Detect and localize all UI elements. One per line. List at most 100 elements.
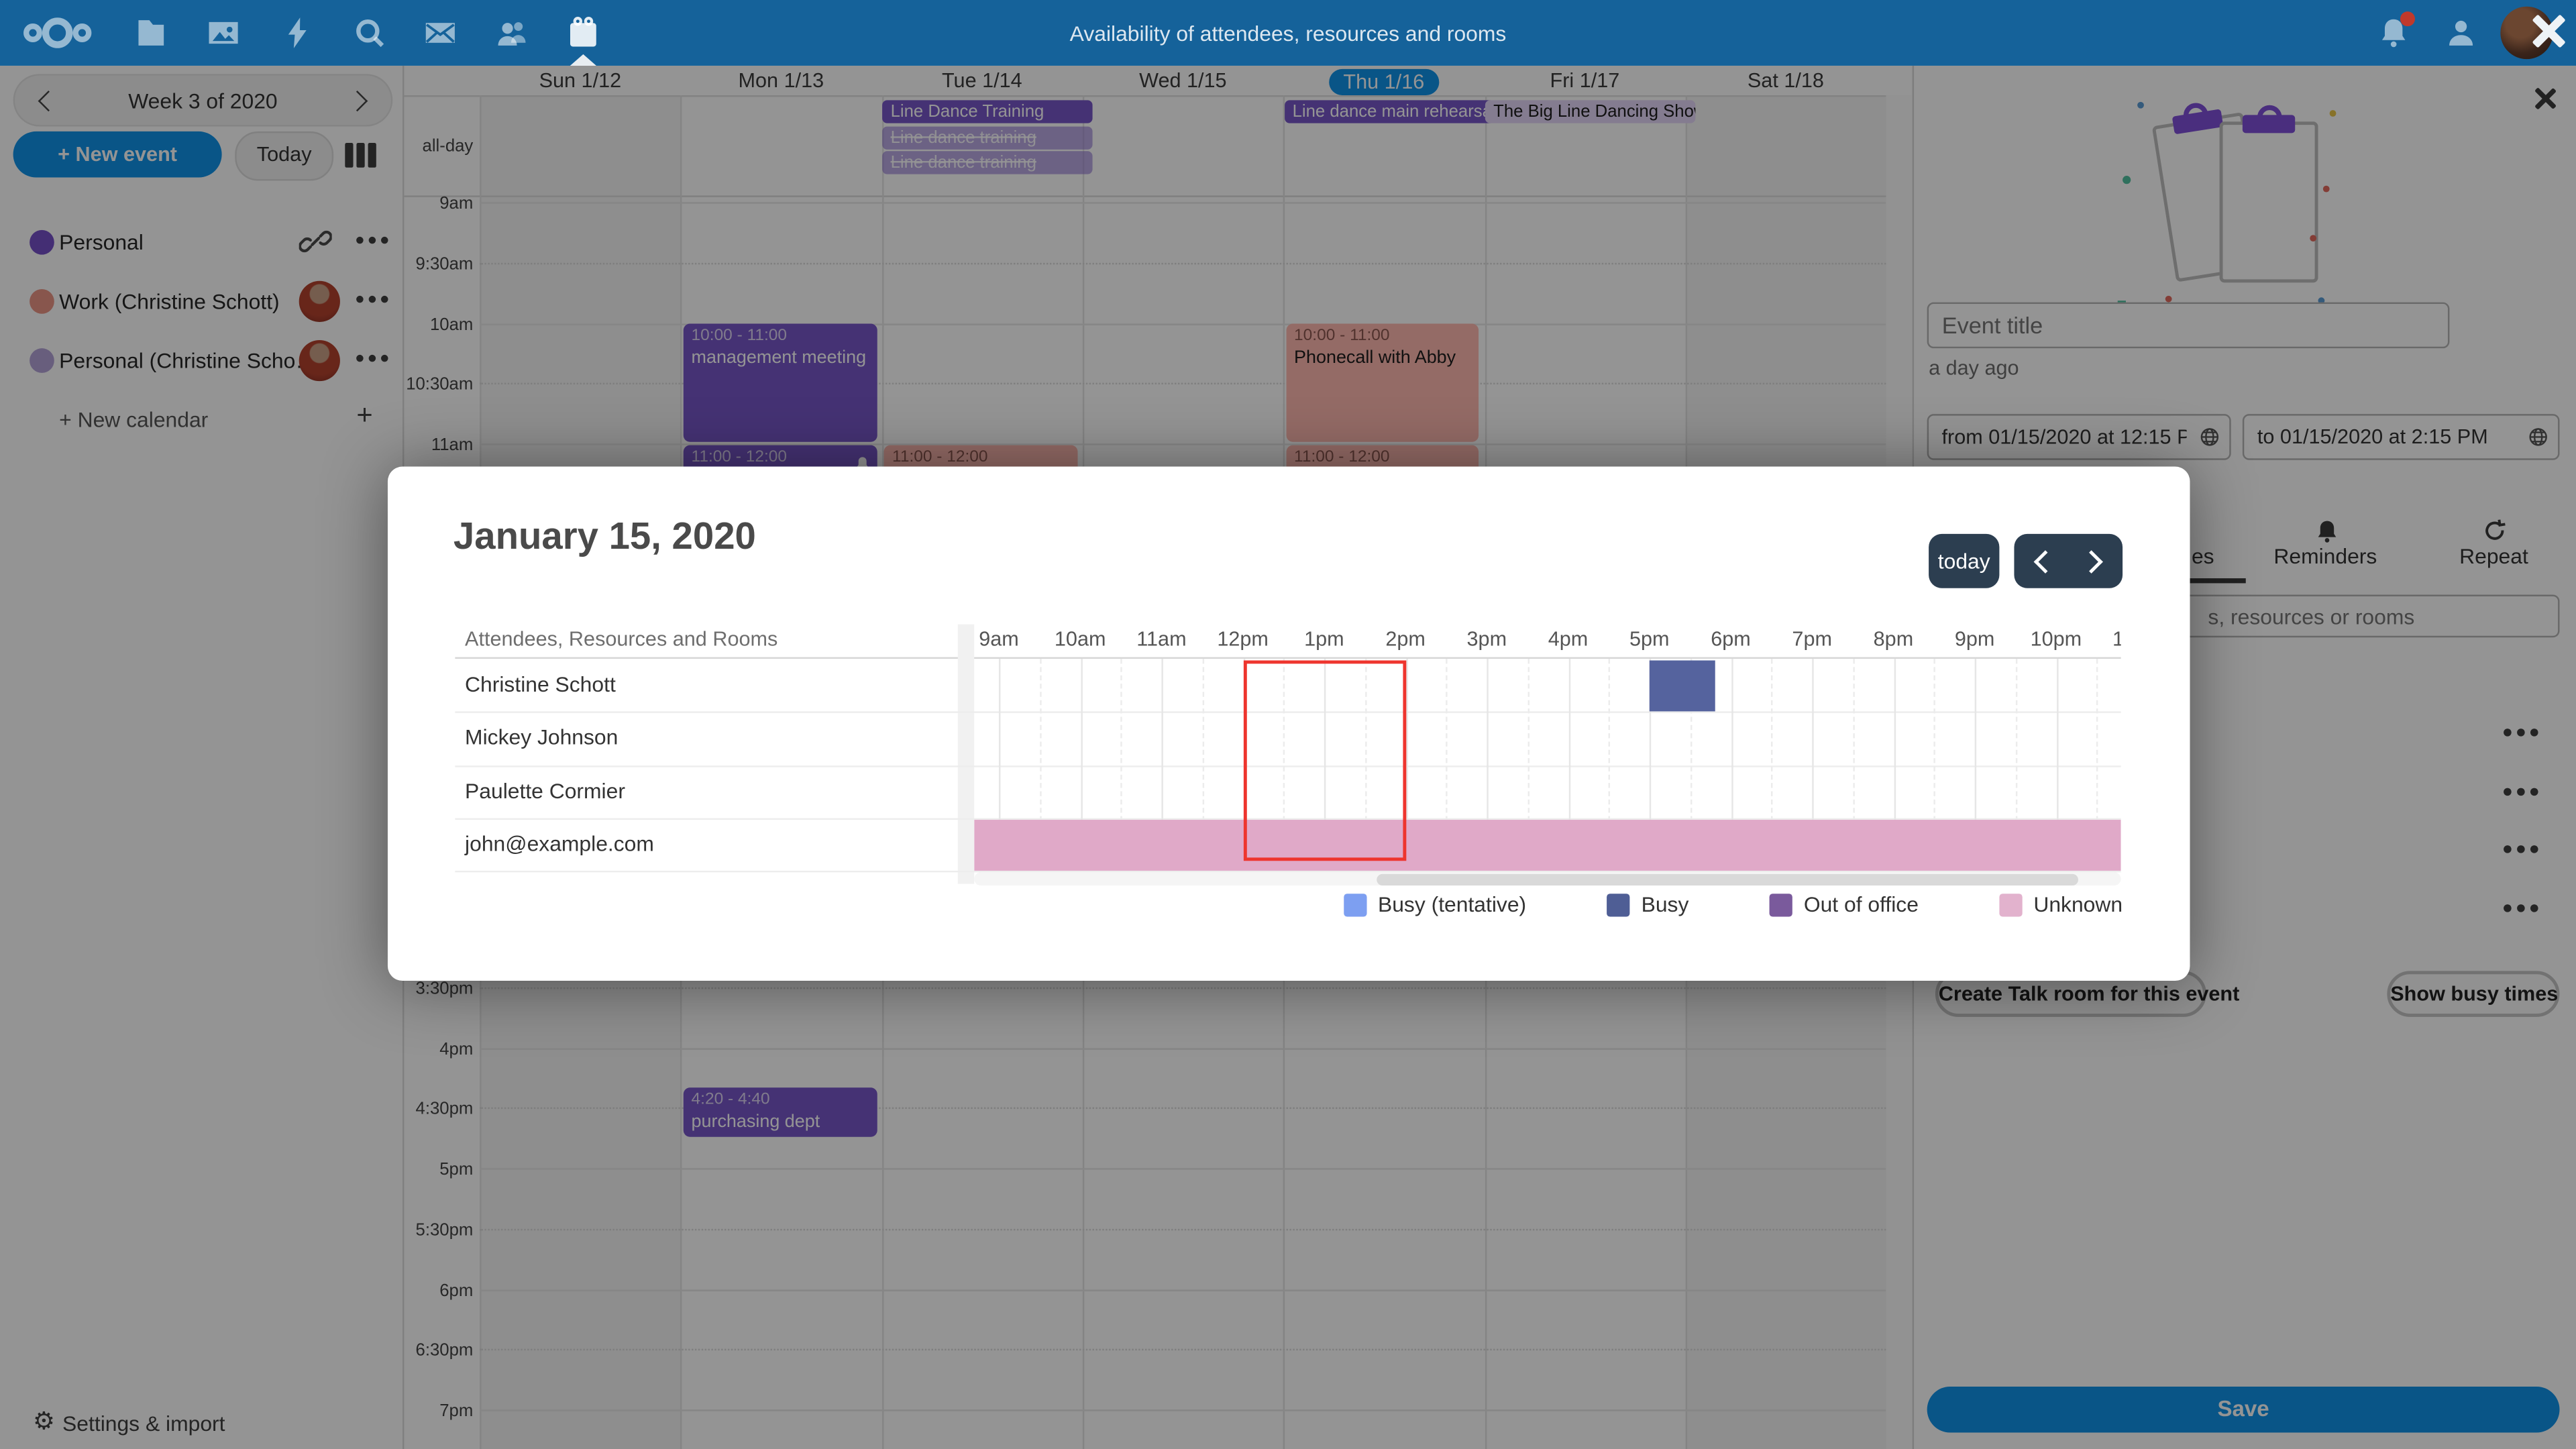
hour-line (1731, 659, 1733, 871)
calendar-list-item[interactable]: Work (Christine Schott) ●●● (0, 278, 402, 327)
hour-line (1405, 659, 1407, 871)
time-line (480, 1228, 1886, 1230)
repeat-icon (2481, 517, 2509, 545)
activity-app-icon[interactable] (279, 15, 315, 51)
day-header-sun[interactable]: Sun 1/12 (539, 68, 622, 93)
avatar-close-x-icon[interactable] (2527, 10, 2570, 53)
time-label: 7pm (439, 1401, 474, 1421)
new-event-button[interactable]: + New event (13, 131, 222, 178)
timeline-body[interactable] (974, 659, 2121, 871)
time-line (480, 1047, 1886, 1049)
event-time: 4:20 - 4:40 (691, 1091, 770, 1110)
hour-label: 5pm (1629, 627, 1670, 651)
nextcloud-logo-icon[interactable] (21, 15, 94, 51)
calendar-list-item[interactable]: Personal ●●● (0, 219, 402, 268)
all-day-event[interactable]: Line Dance Training (882, 100, 1093, 123)
page-title: Availability of attendees, resources and… (1069, 21, 1507, 46)
attendee-menu-icon[interactable]: ●●● (2502, 839, 2542, 859)
hour-line (1080, 659, 1082, 871)
attendee-search-input[interactable] (2163, 594, 2560, 638)
today-button[interactable]: Today (235, 131, 334, 181)
all-day-event[interactable]: Line dance training (882, 125, 1093, 149)
row-separator (455, 817, 2121, 820)
calendar-list-item[interactable]: Personal (Christine Scho…) ●●● (0, 337, 402, 386)
legend-label: Out of office (1803, 892, 1919, 917)
contacts-menu-icon[interactable] (2443, 15, 2479, 51)
hour-label: 10am (1054, 627, 1106, 651)
legend-label: Busy (1641, 892, 1689, 917)
plus-icon[interactable]: + (356, 399, 373, 431)
files-app-icon[interactable] (133, 15, 169, 51)
all-day-event[interactable]: The Big Line Dancing Show (1485, 100, 1697, 123)
modal-nav-buttons[interactable] (2014, 533, 2123, 588)
day-header-sat[interactable]: Sat 1/18 (1747, 68, 1824, 93)
calendar-owner-avatar (299, 280, 340, 323)
day-header-fri[interactable]: Fri 1/17 (1550, 68, 1620, 93)
calendar-menu-icon[interactable]: ●●● (354, 290, 392, 309)
tab-repeat[interactable]: Repeat (2459, 543, 2528, 569)
modal-today-button[interactable]: today (1929, 533, 2000, 588)
day-header-mon[interactable]: Mon 1/13 (738, 68, 824, 93)
settings-import[interactable]: ⚙ Settings & import (0, 1403, 402, 1449)
today-pill: Thu 1/16 (1328, 68, 1440, 96)
notifications-bell-icon[interactable] (2375, 11, 2416, 51)
calendar-event[interactable]: 4:20 - 4:40 purchasing dept (683, 1088, 877, 1138)
timeline-scrollbar-thumb[interactable] (1377, 873, 2078, 885)
timezone-globe-icon[interactable] (2527, 425, 2550, 448)
hour-label: 10pm (2030, 627, 2082, 651)
hour-label: 4pm (1548, 627, 1589, 651)
share-link-icon[interactable] (298, 225, 333, 258)
tab-reminders[interactable]: Reminders (2273, 543, 2377, 569)
legend-color-swatch (1998, 893, 2023, 916)
hour-label: 3pm (1466, 627, 1507, 651)
half-hour-line (1852, 659, 1855, 871)
chevron-right-icon[interactable] (2080, 550, 2103, 574)
calendar-menu-icon[interactable]: ●●● (354, 231, 392, 250)
calendar-app-icon[interactable] (565, 15, 601, 51)
timezone-globe-icon[interactable] (2198, 425, 2221, 448)
hour-line (1812, 659, 1814, 871)
half-hour-line (1934, 659, 1936, 871)
hour-label: 8pm (1873, 627, 1914, 651)
week-navigation[interactable]: Week 3 of 2020 (13, 74, 393, 127)
event-title-input[interactable] (1927, 302, 2450, 349)
new-calendar-button[interactable]: + New calendar (59, 407, 209, 433)
contacts-app-icon[interactable] (494, 15, 531, 51)
day-header-thu[interactable]: Thu 1/16 (1283, 68, 1485, 96)
attendee-menu-icon[interactable]: ●●● (2502, 781, 2542, 801)
divider (402, 195, 1913, 197)
mail-app-icon[interactable] (422, 15, 458, 51)
show-busy-times-button[interactable]: Show busy times (2387, 971, 2560, 1017)
search-app-icon[interactable] (352, 15, 388, 51)
legend-label: Unknown (2033, 892, 2123, 917)
time-label: 5:30pm (415, 1220, 474, 1240)
day-header-tue[interactable]: Tue 1/14 (941, 68, 1022, 93)
attendee-name: Mickey Johnson (465, 724, 619, 750)
save-button[interactable]: Save (1927, 1386, 2560, 1433)
legend-label: Busy (tentative) (1377, 892, 1527, 917)
bell-icon (2313, 517, 2341, 545)
hour-label: 6pm (1711, 627, 1751, 651)
calendar-event[interactable]: 10:00 - 11:00 Phonecall with Abby (1285, 323, 1480, 442)
attendee-menu-icon[interactable]: ●●● (2502, 722, 2542, 743)
tab-attendees-partial[interactable]: es (2191, 543, 2214, 569)
selected-timespan-rect[interactable] (1242, 660, 1406, 861)
from-datetime-input[interactable] (1927, 414, 2231, 460)
chevron-left-icon[interactable] (2033, 550, 2057, 574)
hour-label: 12pm (1217, 627, 1269, 651)
timeline-scrollbar-track[interactable] (974, 872, 2121, 886)
to-datetime-input[interactable] (2242, 414, 2560, 460)
calendar-menu-icon[interactable]: ●●● (354, 350, 392, 368)
attendee-menu-icon[interactable]: ●●● (2502, 898, 2542, 918)
all-day-event[interactable]: Line dance training (882, 151, 1093, 174)
time-line (480, 383, 1886, 385)
half-hour-line (1771, 659, 1774, 871)
day-header-wed[interactable]: Wed 1/15 (1139, 68, 1227, 93)
legend-item: Busy (1607, 892, 1688, 917)
divider (455, 657, 2121, 659)
all-day-event[interactable]: Line dance main rehearsal (1284, 100, 1495, 123)
photos-app-icon[interactable] (205, 15, 241, 51)
calendar-event[interactable]: 10:00 - 11:00 management meeting (683, 323, 877, 442)
time-line (480, 1409, 1886, 1411)
column-view-icon[interactable] (345, 143, 381, 168)
